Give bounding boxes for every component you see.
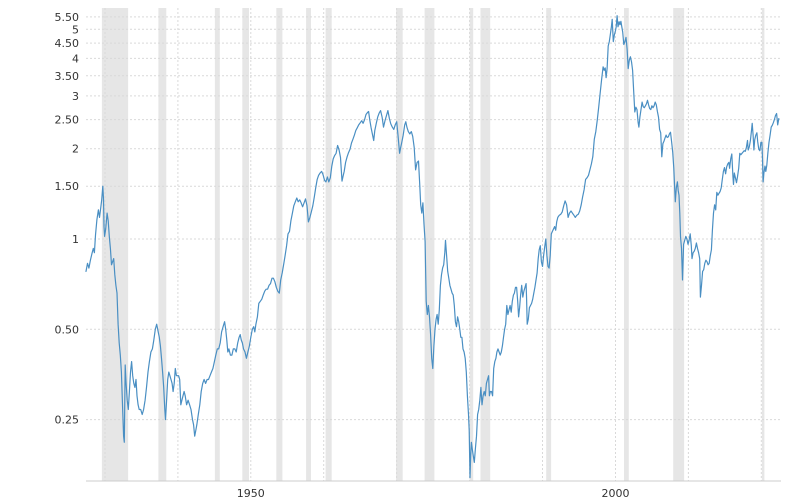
y-axis-tick-label: 4 <box>72 52 79 65</box>
recession-band <box>424 8 435 481</box>
y-axis-tick-label: 3 <box>72 90 79 103</box>
x-axis-tick-label: 2000 <box>602 487 630 500</box>
recession-band <box>469 8 474 481</box>
recession-band <box>101 8 129 481</box>
recession-band <box>624 8 629 481</box>
recession-band <box>276 8 283 481</box>
y-axis-tick-label: 5 <box>72 23 79 36</box>
y-axis-tick-label: 4.50 <box>55 37 80 50</box>
y-axis-tick-label: 1 <box>72 233 79 246</box>
y-axis-tick-label: 2.50 <box>55 114 80 127</box>
y-axis-tick-label: 3.50 <box>55 70 80 83</box>
recession-band <box>546 8 552 481</box>
recession-band <box>325 8 332 481</box>
recession-band <box>306 8 311 481</box>
y-axis-tick-label: 1.50 <box>55 180 80 193</box>
recession-band <box>673 8 685 481</box>
recession-band <box>761 8 765 481</box>
recession-band <box>480 8 491 481</box>
y-axis-tick-label: 2 <box>72 143 79 156</box>
recession-band <box>214 8 220 481</box>
y-axis-tick-label: 0.50 <box>55 323 80 336</box>
recession-band <box>242 8 249 481</box>
y-axis-tick-label: 5.50 <box>55 11 80 24</box>
series-line <box>85 15 780 479</box>
x-axis-tick-label: 1950 <box>237 487 265 500</box>
y-axis-tick-label: 0.25 <box>55 414 80 427</box>
recession-band <box>396 8 403 481</box>
recession-band <box>158 8 167 481</box>
